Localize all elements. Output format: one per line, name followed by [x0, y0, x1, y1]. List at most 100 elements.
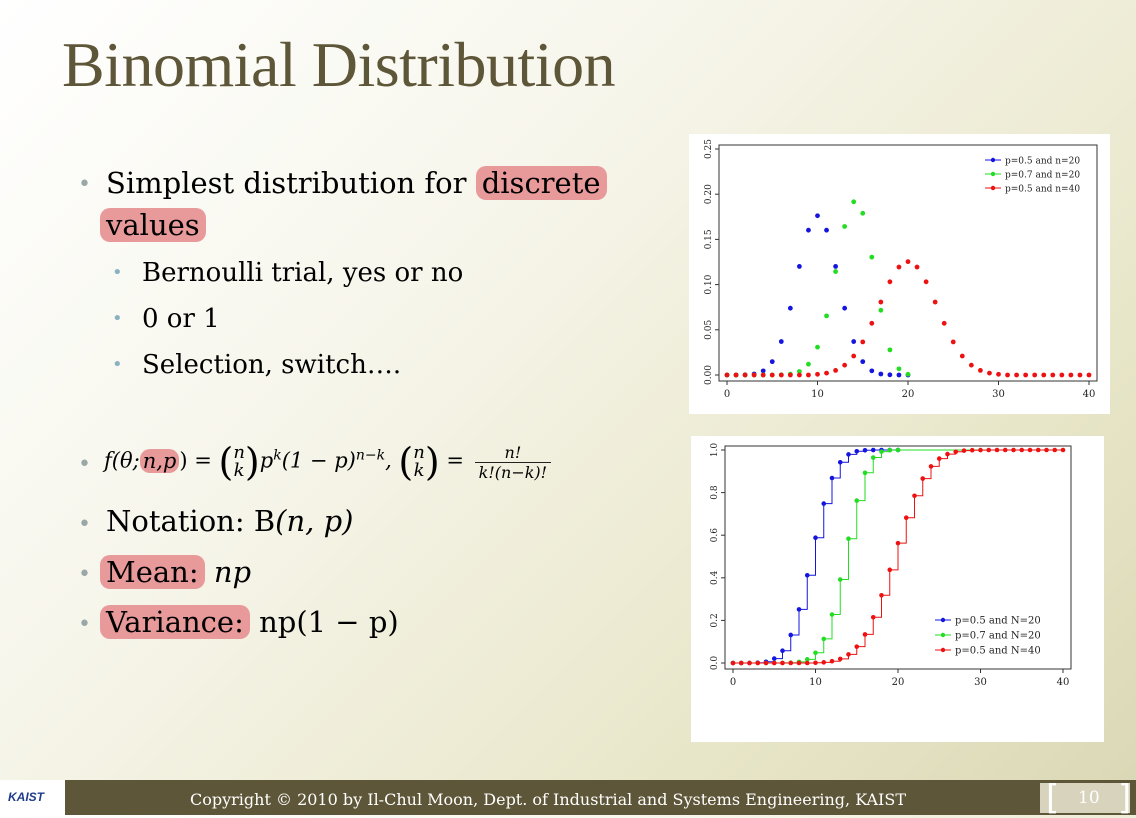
data-point	[969, 447, 975, 453]
factorial-fraction: n! k!(n−k)!	[474, 443, 552, 482]
legend-label: p=0.7 and N=20	[955, 631, 1041, 642]
y-tick-label: 0.20	[704, 184, 714, 204]
data-point	[755, 660, 761, 666]
data-point	[936, 456, 942, 461]
data-point	[1035, 447, 1041, 453]
data-point	[806, 372, 811, 378]
data-point	[842, 224, 848, 229]
x-tick-label: 30	[974, 677, 987, 688]
data-point	[987, 370, 992, 376]
data-point	[879, 449, 884, 454]
x-tick-label: 10	[811, 389, 824, 400]
y-tick-label: 0.10	[704, 274, 714, 294]
data-point	[920, 476, 926, 481]
kaist-logo: KAIST	[0, 780, 65, 815]
data-point	[788, 660, 794, 666]
data-point	[869, 320, 875, 326]
data-point	[854, 448, 860, 454]
data-point	[986, 447, 992, 453]
bullet-variance: Variance: np(1 − p)	[100, 605, 399, 639]
data-point	[778, 339, 784, 344]
data-point	[815, 371, 820, 377]
legend-marker	[990, 185, 996, 191]
data-point	[895, 540, 901, 546]
y-tick-label: 0.05	[704, 320, 714, 340]
data-point	[821, 660, 827, 665]
data-point	[821, 636, 827, 642]
cdf-chart-svg: 0 10 20 30 40 0.0 0.2 0.4 0.6 0.8 1.0 p=0.5 and N=2…	[710, 443, 1072, 688]
legend-label: p=0.5 and n=20	[1005, 157, 1080, 167]
data-point	[914, 264, 920, 270]
data-point	[851, 199, 857, 205]
data-point	[870, 455, 876, 460]
data-point	[896, 372, 902, 378]
bullet-dot: •	[78, 612, 91, 637]
legend-label: p=0.5 and N=40	[955, 646, 1041, 657]
highlight-mean: Mean:	[100, 555, 205, 589]
data-point	[994, 447, 1000, 453]
data-point	[887, 567, 893, 573]
data-point	[787, 305, 793, 311]
x-tick-label: 20	[892, 677, 905, 688]
data-point	[787, 372, 793, 378]
data-point	[804, 572, 810, 578]
data-point	[1011, 447, 1016, 453]
sub-bullet-dot: •	[112, 308, 123, 329]
data-point	[824, 227, 829, 233]
data-point	[862, 470, 868, 476]
data-point	[747, 660, 752, 666]
data-point	[928, 464, 934, 469]
data-point	[945, 451, 950, 457]
data-point	[771, 656, 777, 661]
data-point	[854, 498, 860, 503]
data-point	[896, 366, 902, 372]
formula-lhs: f(θ;	[104, 448, 140, 473]
data-point	[815, 344, 820, 350]
data-point	[769, 359, 775, 365]
bullet-notation: Notation: B(n, p)	[106, 504, 354, 538]
data-point	[1068, 372, 1074, 378]
highlight-variance: Variance:	[100, 605, 250, 639]
data-point	[860, 339, 866, 345]
x-tick-label: 40	[1083, 389, 1096, 400]
sub-bullet-bernoulli: Bernoulli trial, yes or no	[142, 258, 464, 288]
y-tick-label: 0.2	[710, 613, 720, 627]
data-point	[950, 339, 956, 345]
data-point	[833, 367, 838, 373]
data-point	[851, 339, 857, 344]
pmf-chart: 0 10 20 30 40 0.00 0.05 0.10 0.15 0.20 0.25 p=0.5 a…	[689, 134, 1110, 414]
data-point	[862, 447, 868, 453]
data-point	[961, 448, 967, 453]
data-point	[796, 660, 802, 666]
data-point	[1027, 447, 1033, 453]
data-point	[1041, 372, 1047, 378]
data-point	[996, 371, 1001, 377]
data-point	[905, 259, 911, 265]
slide-title: Binomial Distribution	[62, 29, 616, 100]
data-point	[932, 299, 938, 305]
y-tick-label: 0.4	[710, 570, 720, 585]
legend-label: p=0.5 and N=20	[955, 616, 1041, 627]
data-point	[829, 612, 835, 617]
data-point	[1002, 447, 1008, 453]
data-point	[878, 307, 884, 313]
data-point	[806, 227, 811, 233]
data-point	[813, 535, 818, 541]
data-point	[851, 353, 857, 359]
data-point	[771, 660, 777, 666]
pmf-chart-svg: 0 10 20 30 40 0.00 0.05 0.10 0.15 0.20 0.25 p=0.5 a…	[704, 139, 1098, 400]
data-point	[842, 305, 848, 311]
y-tick-label: 0.25	[704, 139, 714, 159]
data-point	[730, 660, 736, 666]
data-point	[829, 658, 835, 664]
bracket-right-icon: ]	[1118, 778, 1132, 818]
data-point	[1044, 447, 1049, 453]
data-point	[912, 493, 917, 499]
footer-bar	[0, 780, 1136, 815]
bullet-dot: •	[78, 512, 91, 537]
bullet-dot: •	[78, 452, 91, 477]
data-point	[953, 449, 959, 455]
data-point	[846, 652, 851, 657]
data-point	[860, 359, 866, 365]
